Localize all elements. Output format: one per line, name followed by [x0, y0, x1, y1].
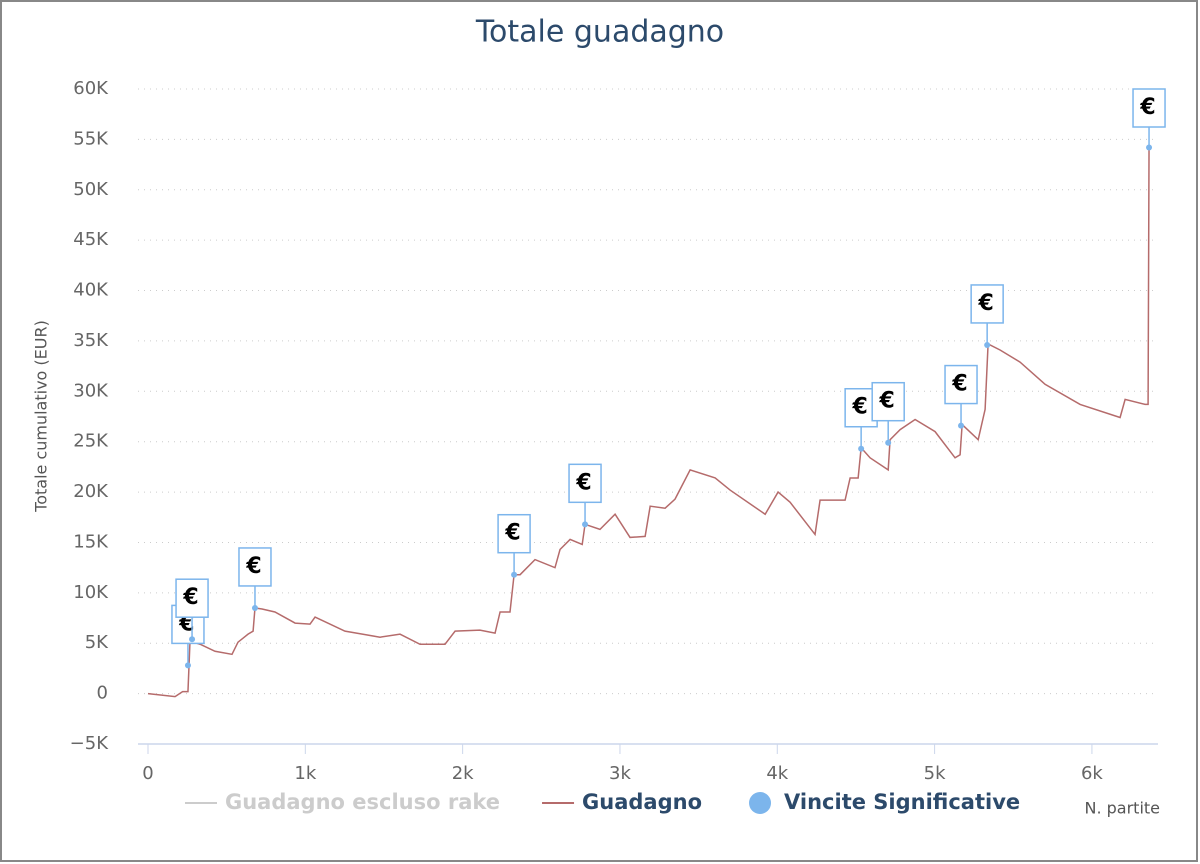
flag-box — [1132, 88, 1166, 128]
x-tick-label: 5k — [924, 763, 946, 784]
point — [858, 445, 865, 452]
point — [984, 341, 991, 348]
y-tick-label: 60K — [73, 78, 109, 99]
y-tick-label: 30K — [73, 380, 109, 401]
x-tick-label: 2k — [452, 763, 474, 784]
flag-box — [970, 284, 1004, 324]
flag-label: € — [245, 554, 261, 579]
point — [582, 521, 589, 528]
x-tick-label: 1k — [294, 763, 316, 784]
flag-box — [944, 364, 978, 405]
point — [251, 604, 258, 611]
y-tick-label: 0 — [97, 683, 108, 704]
x-tick-label: 3k — [609, 763, 631, 784]
flag-box — [568, 463, 602, 504]
flag-label: € — [575, 470, 591, 495]
y-tick-label: 45K — [73, 229, 109, 250]
flag-box — [175, 578, 209, 618]
y-tick-label: 40K — [73, 280, 109, 301]
y-tick-label: 5K — [85, 632, 109, 653]
point — [184, 662, 191, 669]
x-axis-label: N. partite — [1084, 799, 1160, 818]
point — [885, 439, 892, 446]
point — [1146, 144, 1153, 151]
legend-label: Vincite Significative — [784, 790, 1020, 814]
flag-label: € — [1139, 95, 1155, 120]
y-axis-label: Totale cumulativo (EUR) — [32, 320, 51, 513]
point — [958, 422, 965, 429]
y-tick-label: 25K — [73, 431, 109, 452]
y-tick-label: 15K — [73, 531, 109, 552]
y-tick-label: 10K — [73, 582, 109, 603]
flag-label: € — [977, 291, 993, 316]
legend-symbol — [749, 792, 772, 814]
flag-label: € — [951, 372, 967, 397]
flag-label: € — [504, 521, 520, 546]
y-tick-label: 55K — [73, 128, 109, 149]
flag-label: € — [879, 389, 895, 414]
flag-box — [238, 547, 272, 587]
legend-label: Guadagno escluso rake — [225, 790, 500, 814]
y-tick-label: 50K — [73, 179, 109, 200]
y-tick-label: −5K — [70, 733, 110, 754]
y-tick-label: 20K — [73, 481, 109, 502]
flag-label: € — [851, 395, 867, 420]
chart-title: Totale guadagno — [475, 15, 724, 50]
flag-box — [871, 381, 905, 422]
x-tick-label: 0 — [142, 763, 153, 784]
flag-box — [497, 513, 531, 554]
point — [511, 571, 518, 578]
legend-label: Guadagno — [582, 790, 702, 814]
flag-label: € — [182, 585, 198, 610]
point — [189, 636, 196, 643]
x-tick-label: 6k — [1081, 763, 1103, 784]
line — [147, 147, 1150, 698]
x-tick-label: 4k — [766, 763, 788, 784]
y-tick-label: 35K — [73, 330, 109, 351]
